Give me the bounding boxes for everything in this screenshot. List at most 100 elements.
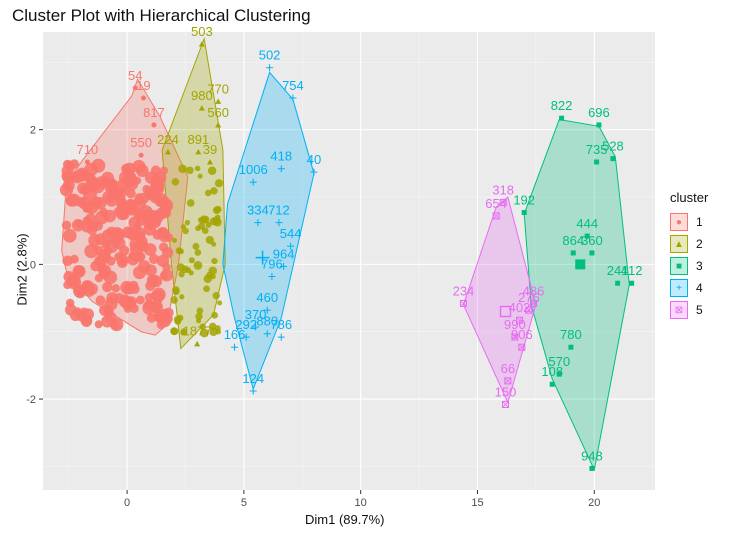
- point-label: 735: [586, 142, 608, 157]
- point-label: 460: [256, 290, 278, 305]
- cluster-2-point: [203, 285, 210, 293]
- point-label: 166: [224, 327, 246, 342]
- cluster-2-point: [182, 227, 189, 235]
- point-label: 710: [77, 142, 99, 157]
- cluster-5-point-x2: [460, 300, 467, 307]
- cluster-1-point: [65, 195, 76, 206]
- legend: cluster ● 1 ▲ 2 ■ 3 +4 ⊠ 5: [670, 190, 708, 321]
- cluster-1-point: [129, 303, 139, 313]
- x-tick-label: 5: [241, 497, 247, 509]
- point-label: 1006: [239, 162, 268, 177]
- point-label: 486: [523, 283, 545, 298]
- cluster-1-point: [84, 162, 98, 177]
- cluster-1-point: [135, 295, 145, 305]
- point-label: 654: [485, 196, 507, 211]
- legend-title: cluster: [670, 190, 709, 205]
- cluster-2-point: [178, 164, 187, 174]
- cluster-1-point: [126, 188, 136, 199]
- cluster-1-point: [132, 159, 146, 173]
- point-label: 40: [307, 152, 321, 167]
- cluster-1-point: [144, 188, 153, 197]
- cluster-2-point: [181, 265, 189, 274]
- cluster-1-point: [152, 290, 164, 301]
- cluster-1-point: [61, 220, 72, 230]
- cluster-2-point: [194, 165, 201, 172]
- point-label: 224: [157, 132, 179, 147]
- cluster-1-point: [92, 220, 104, 231]
- cluster-hull-4: [222, 71, 315, 391]
- cluster-1-point: [99, 268, 110, 280]
- cluster-1-point: [148, 253, 160, 265]
- cluster-3-centroid: [575, 259, 586, 270]
- cluster-1-point: [75, 197, 86, 208]
- cluster-2-point: [194, 249, 202, 256]
- cluster-2-point: [204, 189, 212, 197]
- cluster-5-point-x2: [502, 401, 509, 408]
- cluster-5-point: [525, 306, 533, 314]
- cluster-1-point: [140, 95, 146, 101]
- point-label: 880: [256, 314, 278, 329]
- cluster-1-point: [151, 122, 157, 128]
- point-label: 402: [509, 300, 531, 315]
- cluster-1-point: [155, 181, 165, 191]
- cluster-2-point: [195, 312, 203, 321]
- cluster-3-point: [589, 465, 595, 471]
- cluster-3-point: [629, 280, 635, 286]
- cluster-3-point: [570, 250, 576, 256]
- cluster-1-point: [116, 253, 129, 266]
- cluster-1-point: [151, 210, 164, 223]
- point-label: 786: [270, 317, 292, 332]
- cluster-2-point: [207, 166, 217, 175]
- point-label: 444: [576, 216, 598, 231]
- legend-item-5: ⊠ 5: [670, 299, 708, 321]
- cluster-1-point: [62, 255, 73, 267]
- cluster-1-point: [161, 246, 174, 259]
- cluster-2-point: [197, 173, 203, 179]
- cluster-5-point-x2: [525, 306, 533, 314]
- cluster-3-point: [589, 250, 595, 256]
- cluster-1-point: [146, 274, 159, 287]
- cluster-1-point: [133, 210, 142, 219]
- point-label: 108: [541, 364, 563, 379]
- cluster-5-point: [499, 198, 507, 206]
- point-label: 570: [548, 354, 570, 369]
- cluster-1-point: [109, 320, 119, 330]
- point-label: 796: [261, 256, 283, 271]
- cluster-1-point: [132, 251, 144, 263]
- cluster-1-point: [133, 222, 142, 231]
- legend-key-1: ●: [670, 213, 688, 231]
- cluster-1-point: [125, 227, 137, 239]
- cluster-1-point: [132, 85, 138, 91]
- point-label: 54: [128, 68, 142, 83]
- point-label: 234: [453, 283, 475, 298]
- cluster-2-point: [195, 148, 202, 155]
- point-label: 292: [235, 317, 257, 332]
- legend-label: 5: [696, 303, 703, 317]
- point-label: 948: [581, 448, 603, 463]
- cluster-2-point: [217, 300, 223, 306]
- cluster-2-point: [179, 294, 185, 300]
- cluster-2-point: [198, 105, 205, 111]
- legend-key-5: ⊠: [670, 301, 688, 319]
- cluster-1-point: [120, 294, 130, 304]
- cluster-5-centroid: [499, 305, 512, 318]
- point-label: 696: [588, 105, 610, 120]
- legend-key-4: +: [670, 279, 688, 297]
- cluster-2-point: [164, 148, 171, 155]
- cluster-2-point: [209, 322, 217, 331]
- cluster-1-point: [111, 238, 120, 247]
- cluster-2-point: [188, 257, 195, 264]
- point-label: 418: [270, 149, 292, 164]
- cluster-2-point: [198, 222, 206, 230]
- cluster-5-point-x2: [511, 333, 519, 341]
- cluster-1-point: [111, 284, 120, 293]
- cluster-2-point: [171, 178, 180, 186]
- cluster-2-point: [201, 227, 209, 234]
- cluster-5-point: [516, 316, 524, 324]
- cluster-1-point: [148, 302, 158, 312]
- cluster-5-point-x2: [518, 343, 526, 351]
- point-label: 528: [602, 139, 624, 154]
- legend-key-2: ▲: [670, 235, 688, 253]
- point-label: 964: [273, 246, 295, 261]
- cluster-2-point: [171, 237, 177, 243]
